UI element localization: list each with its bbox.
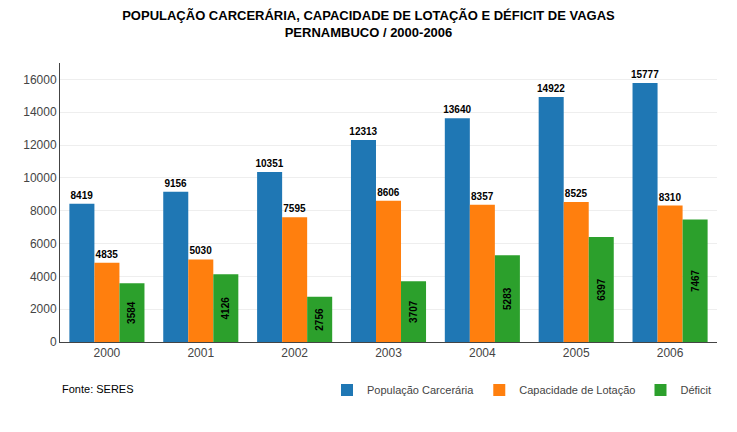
svg-text:10000: 10000 — [23, 171, 57, 185]
svg-text:13640: 13640 — [443, 104, 471, 115]
svg-text:4000: 4000 — [30, 270, 57, 284]
svg-text:2001: 2001 — [187, 346, 214, 360]
svg-text:7595: 7595 — [283, 203, 306, 214]
svg-text:5030: 5030 — [189, 245, 212, 256]
svg-text:10351: 10351 — [255, 158, 283, 169]
svg-text:2756: 2756 — [314, 308, 325, 331]
svg-text:0: 0 — [50, 335, 57, 349]
svg-text:2004: 2004 — [469, 346, 496, 360]
svg-text:População Carcerária: População Carcerária — [367, 384, 474, 396]
svg-text:6000: 6000 — [30, 237, 57, 251]
svg-text:3584: 3584 — [126, 301, 137, 324]
svg-text:8310: 8310 — [659, 192, 682, 203]
svg-text:8419: 8419 — [71, 190, 94, 201]
svg-text:8000: 8000 — [30, 204, 57, 218]
svg-text:8525: 8525 — [565, 188, 588, 199]
svg-text:14922: 14922 — [537, 83, 565, 94]
svg-text:2002: 2002 — [281, 346, 308, 360]
svg-text:12313: 12313 — [349, 126, 377, 137]
svg-text:Capacidade de Lotação: Capacidade de Lotação — [519, 384, 635, 396]
svg-text:9156: 9156 — [164, 178, 187, 189]
svg-text:2005: 2005 — [563, 346, 590, 360]
svg-text:14000: 14000 — [23, 105, 57, 119]
svg-text:12000: 12000 — [23, 138, 57, 152]
svg-text:POPULAÇÃO CARCERÁRIA, CAPACIDA: POPULAÇÃO CARCERÁRIA, CAPACIDADE DE LOTA… — [122, 8, 615, 40]
svg-text:2006: 2006 — [657, 346, 684, 360]
svg-text:Fonte: SERES: Fonte: SERES — [62, 383, 134, 395]
svg-text:Déficit: Déficit — [680, 384, 711, 396]
svg-text:6397: 6397 — [596, 278, 607, 301]
svg-text:8606: 8606 — [377, 187, 400, 198]
svg-text:4835: 4835 — [96, 249, 119, 260]
svg-text:16000: 16000 — [23, 73, 57, 87]
svg-text:2000: 2000 — [30, 302, 57, 316]
svg-text:2003: 2003 — [375, 346, 402, 360]
svg-text:3707: 3707 — [408, 300, 419, 323]
svg-text:4126: 4126 — [220, 297, 231, 320]
svg-text:2000: 2000 — [94, 346, 121, 360]
svg-text:8357: 8357 — [471, 191, 494, 202]
svg-text:15777: 15777 — [631, 69, 659, 80]
svg-text:7467: 7467 — [690, 269, 701, 292]
svg-text:5283: 5283 — [502, 287, 513, 310]
